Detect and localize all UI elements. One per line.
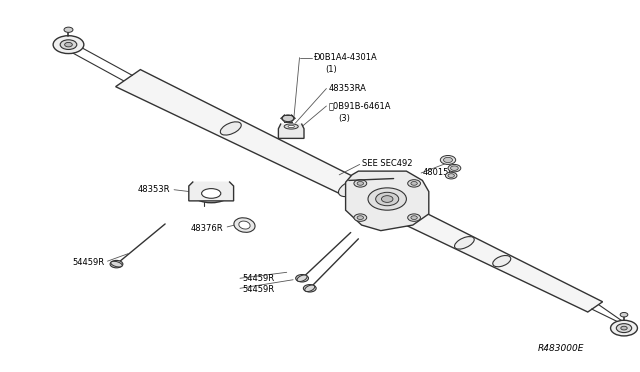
Circle shape	[354, 180, 367, 187]
Circle shape	[408, 214, 420, 221]
Circle shape	[65, 42, 72, 47]
Circle shape	[448, 174, 454, 177]
Text: 48015C: 48015C	[422, 169, 454, 177]
Circle shape	[448, 164, 461, 172]
Text: R483000E: R483000E	[538, 344, 584, 353]
Circle shape	[376, 192, 399, 206]
Text: 48353R: 48353R	[138, 185, 170, 194]
Ellipse shape	[358, 189, 383, 205]
Circle shape	[621, 326, 627, 330]
Circle shape	[368, 188, 406, 210]
Ellipse shape	[193, 184, 230, 203]
Ellipse shape	[454, 237, 474, 249]
Ellipse shape	[288, 125, 294, 128]
Text: 54459R: 54459R	[242, 274, 274, 283]
Ellipse shape	[493, 256, 511, 267]
Circle shape	[440, 155, 456, 164]
Circle shape	[411, 182, 417, 185]
Circle shape	[296, 275, 308, 282]
Ellipse shape	[297, 275, 307, 282]
Circle shape	[282, 115, 294, 122]
Polygon shape	[278, 124, 304, 138]
Circle shape	[354, 214, 367, 221]
Polygon shape	[346, 171, 429, 231]
Text: SEE SEC492: SEE SEC492	[362, 159, 412, 168]
Circle shape	[381, 196, 393, 202]
Ellipse shape	[234, 218, 255, 232]
Ellipse shape	[339, 179, 366, 197]
Text: (1): (1)	[325, 65, 337, 74]
Ellipse shape	[111, 261, 122, 267]
Text: 48376R: 48376R	[191, 224, 223, 233]
Circle shape	[110, 260, 123, 268]
Text: (3): (3)	[338, 114, 350, 123]
Circle shape	[303, 285, 316, 292]
Text: 54459R: 54459R	[72, 258, 104, 267]
Circle shape	[64, 27, 73, 32]
Circle shape	[60, 40, 77, 49]
Circle shape	[445, 172, 457, 179]
Ellipse shape	[202, 189, 221, 198]
Text: 54459R: 54459R	[242, 285, 274, 294]
Ellipse shape	[284, 124, 298, 129]
Text: Ð0B1A4-4301A: Ð0B1A4-4301A	[314, 53, 378, 62]
Text: ⑀0B91B-6461A: ⑀0B91B-6461A	[328, 102, 391, 110]
Circle shape	[357, 216, 364, 219]
Circle shape	[444, 157, 452, 163]
Polygon shape	[189, 182, 234, 201]
Circle shape	[357, 182, 364, 185]
Text: 48353RA: 48353RA	[328, 84, 366, 93]
Ellipse shape	[305, 285, 315, 292]
Circle shape	[611, 320, 637, 336]
Circle shape	[411, 216, 417, 219]
Circle shape	[616, 324, 632, 333]
Circle shape	[620, 312, 628, 317]
Ellipse shape	[220, 122, 241, 135]
Polygon shape	[116, 70, 603, 312]
Circle shape	[451, 166, 458, 170]
Ellipse shape	[239, 221, 250, 229]
Circle shape	[408, 180, 420, 187]
Circle shape	[53, 36, 84, 54]
